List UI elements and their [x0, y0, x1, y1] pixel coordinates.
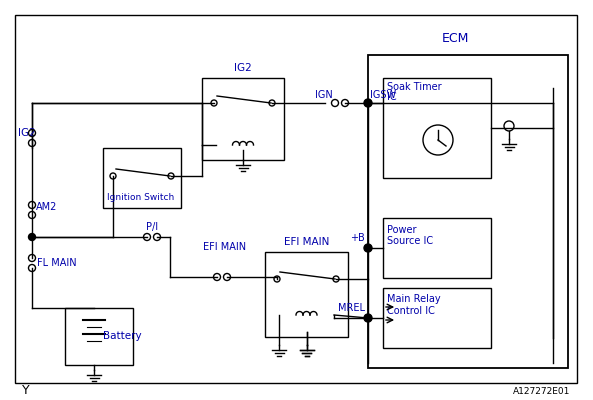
Bar [103, 148, 181, 208]
Text: ECM: ECM [441, 32, 468, 44]
Text: Main Relay: Main Relay [387, 294, 441, 304]
Text: A127272E01: A127272E01 [512, 388, 570, 396]
Text: Battery: Battery [103, 331, 142, 341]
Bar [383, 218, 491, 278]
Bar [202, 78, 284, 160]
Bar [65, 308, 133, 365]
Text: +B: +B [350, 233, 365, 243]
Text: FL MAIN: FL MAIN [37, 258, 76, 268]
Text: Source IC: Source IC [387, 236, 433, 246]
Text: EFI MAIN: EFI MAIN [203, 242, 247, 252]
Text: Control IC: Control IC [387, 306, 435, 316]
Text: Y: Y [22, 384, 30, 396]
Text: Power: Power [387, 225, 416, 235]
Text: IG2: IG2 [18, 128, 36, 138]
Text: IGSW: IGSW [370, 90, 396, 100]
Bar [368, 55, 568, 368]
Text: IG2: IG2 [234, 63, 252, 73]
Bar [383, 288, 491, 348]
Text: IGN: IGN [315, 90, 333, 100]
Circle shape [28, 234, 36, 240]
Text: P/I: P/I [146, 222, 158, 232]
Text: Soak Timer: Soak Timer [387, 82, 442, 92]
Text: IC: IC [387, 92, 397, 102]
Text: Ignition Switch: Ignition Switch [107, 194, 174, 202]
Circle shape [364, 314, 372, 322]
Circle shape [364, 244, 372, 252]
Bar [265, 252, 348, 337]
Bar [383, 78, 491, 178]
Circle shape [364, 99, 372, 107]
Text: EFI MAIN: EFI MAIN [284, 237, 329, 247]
Text: AM2: AM2 [36, 202, 58, 212]
Text: MREL: MREL [338, 303, 365, 313]
